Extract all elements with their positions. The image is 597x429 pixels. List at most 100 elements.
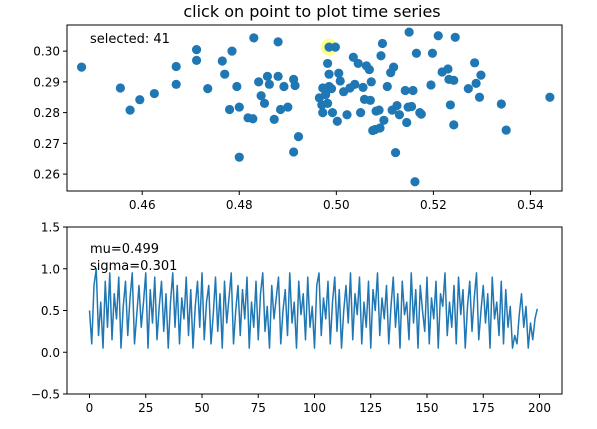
scatter-point[interactable]	[445, 100, 455, 110]
scatter-point[interactable]	[324, 69, 334, 79]
scatter-point[interactable]	[356, 108, 366, 118]
scatter-point[interactable]	[394, 110, 405, 120]
scatter-point[interactable]	[416, 109, 426, 119]
sigma-annotation: sigma=0.301	[90, 259, 177, 274]
x-tick-label: 0.52	[420, 198, 447, 212]
scatter-point[interactable]	[471, 78, 481, 89]
scatter-point[interactable]	[449, 120, 459, 130]
scatter-point[interactable]	[426, 80, 436, 90]
y-tick-label: 0.28	[33, 106, 60, 120]
scatter-point[interactable]	[248, 114, 258, 124]
scatter-point[interactable]	[234, 102, 244, 112]
time-series-plot	[88, 268, 538, 349]
scatter-point[interactable]	[392, 100, 402, 111]
scatter-point[interactable]	[227, 46, 237, 56]
scatter-point[interactable]	[171, 79, 181, 89]
scatter-point[interactable]	[232, 81, 242, 92]
scatter-point[interactable]	[220, 69, 230, 79]
scatter-point[interactable]	[283, 102, 293, 112]
scatter-point[interactable]	[501, 125, 511, 135]
scatter-point[interactable]	[353, 58, 363, 69]
scatter-point[interactable]	[279, 81, 289, 92]
scatter-point[interactable]	[470, 58, 480, 68]
scatter-point[interactable]	[433, 31, 443, 41]
scatter-point[interactable]	[365, 95, 375, 105]
scatter-point[interactable]	[262, 71, 273, 81]
scatter-point[interactable]	[293, 131, 304, 142]
scatter-point[interactable]	[350, 79, 360, 89]
scatter-point[interactable]	[324, 42, 334, 52]
line-y-axis: −0.5 0.0 0.5 1.0 1.5	[31, 221, 67, 402]
scatter-point[interactable]	[379, 115, 389, 125]
scatter-point[interactable]	[321, 90, 331, 100]
scatter-point[interactable]	[375, 123, 385, 133]
scatter-point[interactable]	[191, 44, 202, 55]
scatter-point[interactable]	[254, 77, 264, 87]
scatter-point[interactable]	[390, 147, 401, 158]
scatter-point[interactable]	[334, 68, 344, 78]
scatter-point[interactable]	[191, 55, 202, 65]
scatter-point[interactable]	[217, 56, 227, 66]
scatter-point[interactable]	[323, 98, 333, 108]
scatter-point[interactable]	[171, 61, 181, 72]
scatter-point[interactable]	[406, 101, 417, 112]
scatter-point[interactable]	[389, 62, 399, 72]
scatter-point[interactable]	[342, 110, 352, 120]
scatter-point[interactable]	[364, 64, 374, 75]
scatter-point[interactable]	[290, 80, 300, 91]
scatter-point[interactable]	[332, 116, 342, 126]
y-tick-label: −0.5	[31, 388, 60, 402]
scatter-point[interactable]	[273, 71, 283, 81]
scatter-point[interactable]	[289, 147, 299, 157]
scatter-points[interactable]	[76, 27, 555, 187]
scatter-point[interactable]	[474, 92, 485, 102]
scatter-point[interactable]	[269, 114, 279, 124]
scatter-point[interactable]	[273, 37, 283, 47]
scatter-point[interactable]	[443, 64, 453, 74]
scatter-point[interactable]	[149, 88, 159, 99]
scatter-point[interactable]	[249, 33, 259, 43]
scatter-point[interactable]	[323, 58, 333, 69]
y-tick-label: 0.30	[33, 45, 60, 59]
scatter-point[interactable]	[318, 108, 328, 118]
scatter-point[interactable]	[358, 82, 368, 93]
scatter-point[interactable]	[545, 92, 555, 102]
scatter-point[interactable]	[366, 77, 376, 87]
scatter-point[interactable]	[264, 79, 274, 89]
scatter-point[interactable]	[330, 42, 340, 52]
scatter-point[interactable]	[348, 52, 358, 62]
scatter-point[interactable]	[376, 51, 386, 61]
scatter-point[interactable]	[224, 104, 235, 115]
scatter-point[interactable]	[402, 117, 412, 128]
scatter-point[interactable]	[449, 75, 459, 85]
scatter-point[interactable]	[496, 99, 506, 109]
scatter-point[interactable]	[234, 152, 244, 162]
scatter-point[interactable]	[427, 48, 438, 58]
scatter-point[interactable]	[125, 105, 135, 115]
scatter-point[interactable]	[256, 91, 266, 101]
scatter-point[interactable]	[476, 70, 486, 80]
y-tick-label: 0.26	[33, 168, 60, 182]
scatter-point[interactable]	[400, 85, 410, 96]
scatter-point[interactable]	[115, 83, 125, 93]
scatter-point[interactable]	[410, 177, 420, 187]
scatter-point[interactable]	[327, 108, 338, 118]
scatter-point[interactable]	[259, 98, 270, 108]
scatter-point[interactable]	[203, 84, 213, 94]
scatter-point[interactable]	[374, 105, 384, 115]
scatter-point[interactable]	[450, 32, 460, 42]
scatter-point[interactable]	[326, 84, 337, 94]
scatter-point[interactable]	[382, 81, 392, 92]
scatter-point[interactable]	[377, 38, 388, 49]
scatter-point[interactable]	[408, 85, 418, 96]
scatter-point[interactable]	[463, 84, 473, 94]
scatter-point[interactable]	[404, 27, 414, 37]
scatter-point[interactable]	[76, 62, 87, 72]
scatter-point[interactable]	[135, 95, 145, 105]
scatter-point[interactable]	[411, 48, 422, 58]
scatter-point[interactable]	[335, 76, 345, 86]
scatter-y-axis: 0.26 0.27 0.28 0.29 0.30	[33, 45, 67, 182]
selected-annotation: selected: 41	[90, 32, 170, 47]
scatter-point[interactable]	[275, 104, 286, 115]
